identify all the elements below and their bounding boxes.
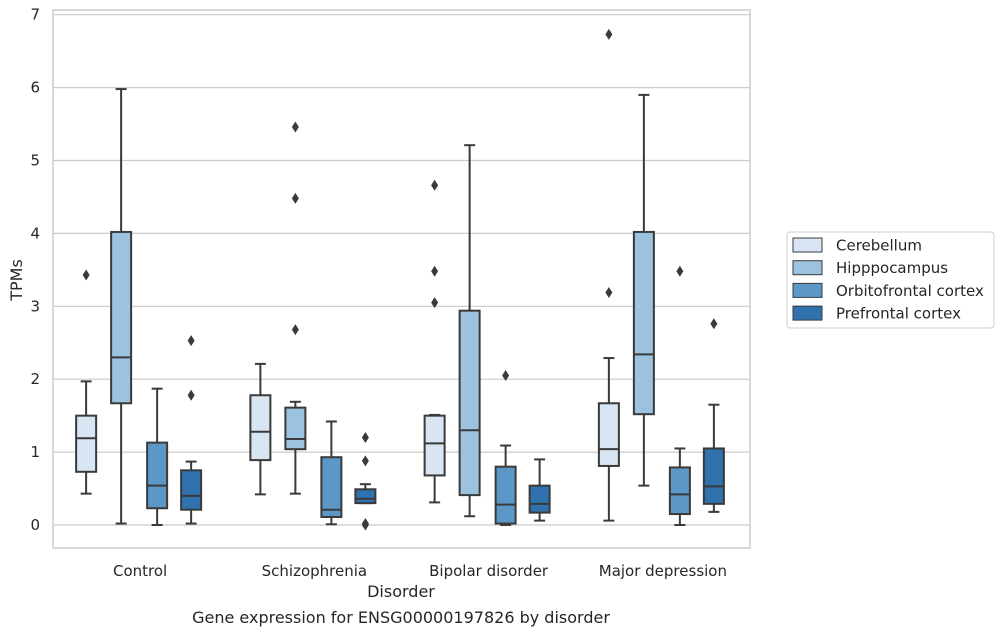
grid-lines — [53, 14, 750, 526]
outlier-point — [431, 297, 439, 309]
box-iqr — [528, 484, 551, 514]
legend-label: Prefrontal cortex — [836, 305, 961, 323]
y-tick-label: 0 — [30, 516, 40, 534]
x-tick-label: Control — [113, 562, 167, 580]
outlier-point — [187, 335, 195, 347]
outlier-point — [361, 518, 369, 530]
x-tick-label: Major depression — [599, 562, 727, 580]
legend-swatch — [792, 237, 823, 253]
x-axis-ticks: Control Schizophrenia Bipolar disorder Majo… — [113, 562, 727, 580]
legend-swatch — [792, 282, 823, 298]
outlier-point — [605, 286, 613, 298]
y-tick-label: 7 — [30, 6, 40, 24]
outlier-point — [82, 269, 90, 281]
legend-frame — [786, 231, 995, 329]
box-prefrontal-cortex — [180, 335, 203, 525]
y-tick-label: 1 — [30, 443, 40, 461]
x-axis-label: Disorder — [367, 582, 435, 601]
box-hipppocampus — [284, 121, 307, 495]
box-cerebellum — [423, 179, 446, 504]
box-prefrontal-cortex — [702, 318, 725, 513]
outlier-point — [605, 28, 613, 40]
box-hipppocampus — [110, 88, 133, 525]
outlier-point — [187, 389, 195, 401]
y-tick-label: 4 — [30, 224, 40, 242]
y-axis-ticks: 0 1 2 3 4 5 6 7 — [30, 6, 40, 534]
box-iqr — [458, 309, 481, 497]
outlier-point — [710, 318, 718, 330]
box-orbitofrontal-cortex — [494, 370, 517, 526]
box-iqr — [249, 394, 272, 462]
box-cerebellum — [249, 362, 272, 496]
outlier-point — [502, 370, 510, 382]
outlier-point — [291, 121, 299, 133]
box-cerebellum — [597, 28, 620, 522]
box-iqr — [494, 465, 517, 525]
box-iqr — [668, 466, 691, 516]
x-tick-label: Bipolar disorder — [429, 562, 549, 580]
box-iqr — [597, 402, 620, 467]
outlier-point — [291, 324, 299, 336]
plot-frame — [52, 9, 751, 549]
box-orbitofrontal-cortex — [320, 420, 343, 526]
chart-caption: Gene expression for ENSG00000197826 by d… — [192, 608, 610, 627]
y-axis-label: TPMs — [7, 259, 26, 302]
outlier-point — [361, 455, 369, 467]
box-hipppocampus — [458, 144, 481, 518]
box-iqr — [75, 414, 98, 473]
legend: Cerebellum Hipppocampus Orbitofrontal cort… — [786, 231, 995, 329]
box-hipppocampus — [632, 93, 655, 487]
box-iqr — [110, 230, 133, 405]
box-iqr — [632, 230, 655, 416]
box-prefrontal-cortex — [528, 458, 551, 522]
box-iqr — [146, 441, 169, 510]
box-iqr — [423, 414, 446, 477]
legend-label: Orbitofrontal cortex — [836, 282, 984, 300]
box-cerebellum — [75, 269, 98, 495]
box-iqr — [320, 456, 343, 518]
y-tick-label: 3 — [30, 297, 40, 315]
outlier-point — [361, 432, 369, 444]
y-tick-label: 2 — [30, 370, 40, 388]
x-tick-label: Schizophrenia — [262, 562, 367, 580]
legend-swatch — [792, 305, 823, 321]
box-iqr — [354, 488, 377, 505]
box-prefrontal-cortex — [354, 432, 377, 531]
box-orbitofrontal-cortex — [668, 265, 691, 526]
box-iqr — [180, 469, 203, 511]
box-orbitofrontal-cortex — [146, 387, 169, 526]
box-groups — [75, 28, 725, 531]
outlier-point — [291, 192, 299, 204]
y-tick-label: 5 — [30, 152, 40, 170]
outlier-point — [431, 179, 439, 191]
outlier-point — [431, 265, 439, 277]
legend-label: Cerebellum — [836, 237, 922, 255]
y-tick-label: 6 — [30, 79, 40, 97]
box-iqr — [284, 406, 307, 451]
legend-label: Hipppocampus — [836, 259, 948, 277]
legend-swatch — [792, 260, 823, 276]
box-iqr — [702, 447, 725, 505]
outlier-point — [676, 265, 684, 277]
